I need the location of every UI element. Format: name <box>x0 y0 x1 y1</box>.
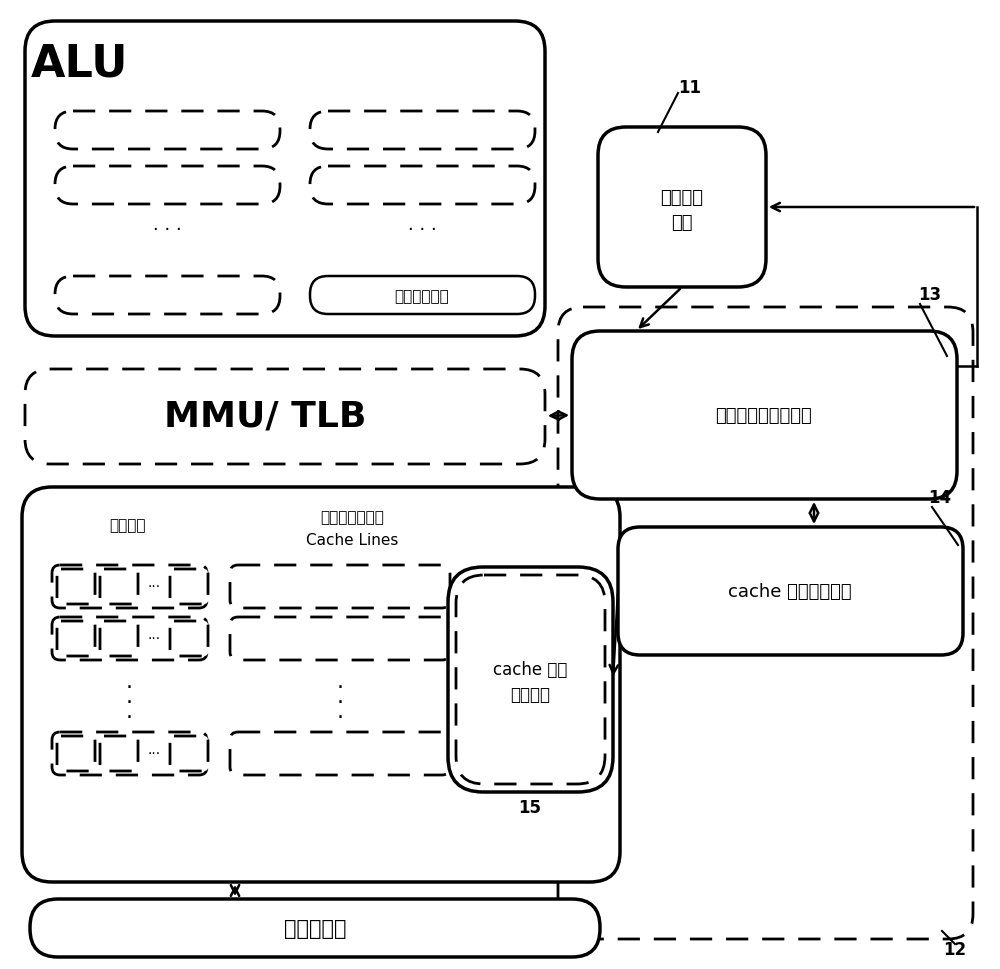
Text: 15: 15 <box>518 798 542 816</box>
Text: ·: · <box>126 707 132 728</box>
Text: ···: ··· <box>147 746 161 761</box>
Text: 地址检测: 地址检测 <box>660 189 704 206</box>
Text: cache 操作: cache 操作 <box>493 660 567 678</box>
Text: ALU: ALU <box>31 43 129 85</box>
FancyBboxPatch shape <box>55 167 280 204</box>
FancyBboxPatch shape <box>310 111 535 150</box>
FancyBboxPatch shape <box>100 621 138 656</box>
Text: ·: · <box>336 692 344 712</box>
FancyBboxPatch shape <box>598 128 766 288</box>
FancyBboxPatch shape <box>25 369 545 464</box>
Text: 地址和操作生成单元: 地址和操作生成单元 <box>716 407 812 424</box>
Text: ·: · <box>126 677 132 698</box>
FancyBboxPatch shape <box>25 22 545 336</box>
FancyBboxPatch shape <box>100 570 138 605</box>
Text: 下级存储器: 下级存储器 <box>284 918 346 938</box>
FancyBboxPatch shape <box>170 736 208 771</box>
FancyBboxPatch shape <box>55 277 280 315</box>
FancyBboxPatch shape <box>57 570 95 605</box>
Text: 栈指针寄存器: 栈指针寄存器 <box>395 289 449 304</box>
FancyBboxPatch shape <box>57 736 95 771</box>
FancyBboxPatch shape <box>572 331 957 499</box>
FancyBboxPatch shape <box>230 617 450 660</box>
FancyBboxPatch shape <box>100 736 138 771</box>
Text: Cache Lines: Cache Lines <box>306 533 398 547</box>
Text: 模块: 模块 <box>671 214 693 232</box>
FancyBboxPatch shape <box>22 487 620 882</box>
FancyBboxPatch shape <box>52 617 207 660</box>
Text: 12: 12 <box>943 940 967 958</box>
FancyBboxPatch shape <box>448 568 613 793</box>
FancyBboxPatch shape <box>57 621 95 656</box>
FancyBboxPatch shape <box>310 167 535 204</box>
Text: ·: · <box>336 707 344 728</box>
Text: MMU/ TLB: MMU/ TLB <box>164 399 366 433</box>
FancyBboxPatch shape <box>456 576 605 784</box>
FancyBboxPatch shape <box>52 566 207 609</box>
Text: 11: 11 <box>678 78 702 97</box>
Text: · · ·: · · · <box>408 221 436 238</box>
Text: ···: ··· <box>147 632 161 645</box>
Text: 控制单元: 控制单元 <box>510 685 550 703</box>
Text: · · ·: · · · <box>153 221 181 238</box>
Text: ·: · <box>336 677 344 698</box>
FancyBboxPatch shape <box>170 621 208 656</box>
Text: ···: ··· <box>147 579 161 593</box>
Text: ·: · <box>126 692 132 712</box>
FancyBboxPatch shape <box>52 733 207 775</box>
FancyBboxPatch shape <box>558 308 973 939</box>
FancyBboxPatch shape <box>230 566 450 609</box>
Text: cache 指令生成单元: cache 指令生成单元 <box>728 582 852 601</box>
Text: 高速缓存行单元: 高速缓存行单元 <box>320 510 384 525</box>
Text: 13: 13 <box>918 286 942 303</box>
FancyBboxPatch shape <box>30 899 600 957</box>
FancyBboxPatch shape <box>170 570 208 605</box>
FancyBboxPatch shape <box>310 277 535 315</box>
FancyBboxPatch shape <box>618 527 963 655</box>
FancyBboxPatch shape <box>230 733 450 775</box>
Text: 状态标识: 状态标识 <box>109 518 145 533</box>
FancyBboxPatch shape <box>55 111 280 150</box>
Text: 14: 14 <box>928 488 952 507</box>
